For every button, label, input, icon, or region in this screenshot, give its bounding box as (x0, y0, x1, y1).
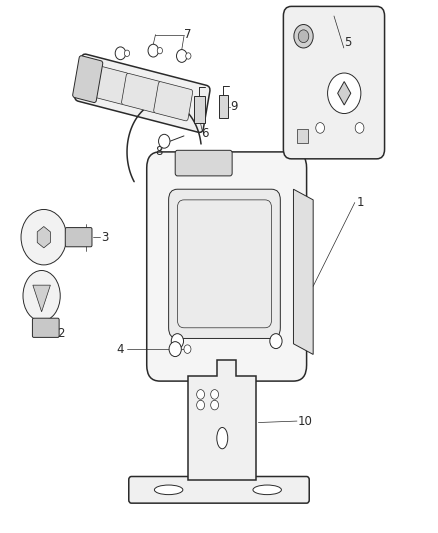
Circle shape (211, 400, 219, 410)
Polygon shape (338, 82, 351, 105)
Circle shape (157, 47, 162, 54)
Circle shape (171, 334, 184, 349)
Circle shape (184, 345, 191, 353)
Circle shape (124, 50, 130, 56)
Text: 7: 7 (184, 28, 191, 41)
Circle shape (197, 400, 205, 410)
FancyBboxPatch shape (169, 189, 280, 338)
Text: 8: 8 (155, 146, 163, 158)
Polygon shape (33, 285, 50, 312)
FancyBboxPatch shape (283, 6, 385, 159)
Circle shape (159, 134, 170, 148)
Text: 2: 2 (57, 327, 64, 340)
Text: 3: 3 (101, 231, 108, 244)
FancyBboxPatch shape (154, 82, 193, 121)
Circle shape (169, 342, 181, 357)
Polygon shape (188, 360, 256, 480)
Ellipse shape (253, 485, 281, 495)
Circle shape (186, 53, 191, 59)
FancyBboxPatch shape (129, 477, 309, 503)
FancyBboxPatch shape (147, 152, 307, 381)
Ellipse shape (217, 427, 228, 449)
Text: 9: 9 (230, 100, 237, 113)
Circle shape (270, 334, 282, 349)
Ellipse shape (154, 485, 183, 495)
Text: 4: 4 (116, 343, 124, 356)
Polygon shape (194, 96, 205, 123)
Circle shape (298, 30, 309, 43)
Text: 10: 10 (298, 415, 313, 427)
FancyBboxPatch shape (73, 56, 103, 102)
Circle shape (211, 390, 219, 399)
Circle shape (294, 25, 313, 48)
FancyBboxPatch shape (122, 74, 161, 112)
FancyBboxPatch shape (75, 54, 210, 132)
Circle shape (115, 47, 126, 60)
Circle shape (148, 44, 159, 57)
Circle shape (197, 390, 205, 399)
Circle shape (21, 209, 67, 265)
Polygon shape (37, 227, 50, 248)
Polygon shape (293, 189, 313, 354)
FancyBboxPatch shape (89, 65, 128, 104)
Text: 5: 5 (344, 36, 351, 49)
Circle shape (316, 123, 325, 133)
Text: 1: 1 (357, 196, 364, 209)
Ellipse shape (23, 271, 60, 321)
FancyBboxPatch shape (175, 150, 232, 176)
FancyBboxPatch shape (65, 228, 92, 247)
Text: 6: 6 (201, 127, 209, 140)
FancyBboxPatch shape (32, 318, 59, 337)
Circle shape (177, 50, 187, 62)
Circle shape (355, 123, 364, 133)
Circle shape (328, 73, 361, 114)
Polygon shape (219, 95, 228, 118)
Polygon shape (297, 129, 308, 143)
